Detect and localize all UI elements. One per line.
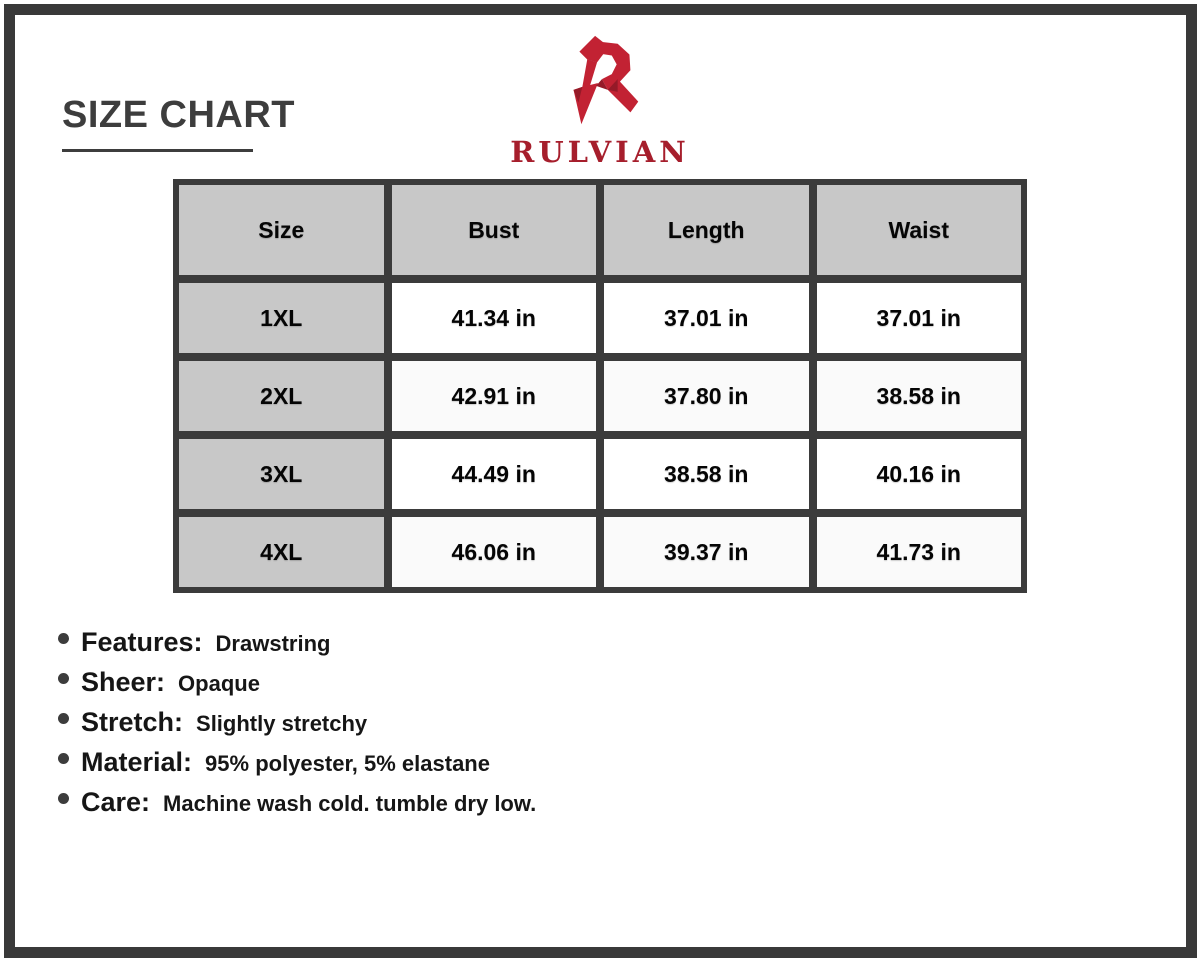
- brand-wordmark: RULVIAN: [510, 135, 690, 169]
- detail-label: Features:: [81, 627, 203, 657]
- measurement-cell-bust: 44.49 in: [391, 439, 596, 509]
- row-size-label: 2XL: [179, 361, 384, 431]
- measurement-cell-waist: 38.58 in: [816, 361, 1021, 431]
- column-header-size: Size: [179, 185, 384, 275]
- measurement-cell-waist: 37.01 in: [816, 283, 1021, 353]
- measurement-cell-length: 37.80 in: [604, 361, 809, 431]
- measurement-cell-waist: 41.73 in: [816, 517, 1021, 587]
- column-header-waist: Waist: [816, 185, 1021, 275]
- measurement-cell-bust: 42.91 in: [391, 361, 596, 431]
- row-size-label: 4XL: [179, 517, 384, 587]
- detail-item: Care: Machine wash cold. tumble dry low.: [58, 787, 536, 818]
- page-title: SIZE CHART: [62, 94, 295, 136]
- detail-value: Opaque: [178, 671, 260, 696]
- brand-logo: RULVIAN: [0, 31, 1200, 169]
- detail-item: Features: Drawstring: [58, 627, 536, 658]
- detail-value: 95% polyester, 5% elastane: [205, 751, 490, 776]
- detail-label: Material:: [81, 747, 193, 777]
- size-table: Size Bust Length Waist 1XL 41.34 in 37.01 in 37…: [173, 179, 1027, 593]
- detail-label: Stretch:: [81, 707, 184, 737]
- detail-item: Material: 95% polyester, 5% elastane: [58, 747, 536, 778]
- detail-item: Sheer: Opaque: [58, 667, 536, 698]
- detail-value: Machine wash cold. tumble dry low.: [163, 791, 537, 816]
- row-size-label: 1XL: [179, 283, 384, 353]
- measurement-cell-length: 38.58 in: [604, 439, 809, 509]
- detail-value: Slightly stretchy: [196, 711, 368, 736]
- bullet-icon: [58, 793, 69, 804]
- detail-value: Drawstring: [215, 631, 331, 656]
- measurement-cell-length: 37.01 in: [604, 283, 809, 353]
- bullet-icon: [58, 713, 69, 724]
- measurement-cell-length: 39.37 in: [604, 517, 809, 587]
- row-size-label: 3XL: [179, 439, 384, 509]
- measurement-cell-bust: 46.06 in: [391, 517, 596, 587]
- bullet-icon: [58, 633, 69, 644]
- detail-label: Sheer:: [81, 667, 166, 697]
- measurement-cell-waist: 40.16 in: [816, 439, 1021, 509]
- title-underline: [62, 149, 253, 152]
- column-header-length: Length: [604, 185, 809, 275]
- detail-item: Stretch: Slightly stretchy: [58, 707, 536, 738]
- bullet-icon: [58, 753, 69, 764]
- column-header-bust: Bust: [391, 185, 596, 275]
- bullet-icon: [58, 673, 69, 684]
- measurement-cell-bust: 41.34 in: [391, 283, 596, 353]
- brand-logo-icon: [573, 35, 639, 125]
- detail-label: Care:: [81, 787, 151, 817]
- product-details-list: Features: Drawstring Sheer: Opaque Stretch: S…: [58, 627, 536, 827]
